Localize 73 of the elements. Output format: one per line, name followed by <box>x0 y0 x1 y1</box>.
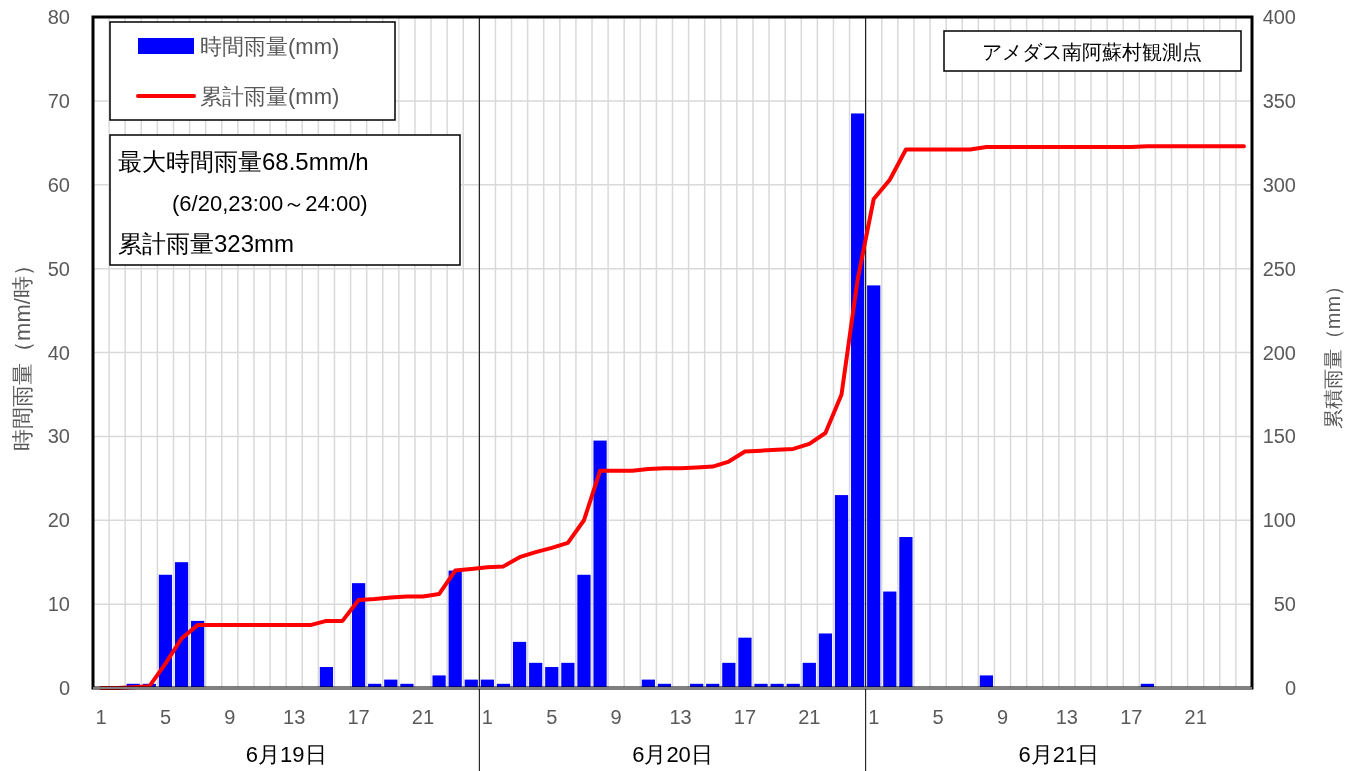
bar <box>834 495 849 688</box>
text: 6月19日 <box>245 742 327 767</box>
x-tick-label: 17 <box>347 706 370 728</box>
bar <box>722 662 736 688</box>
x-tick-label: 1 <box>868 706 880 728</box>
bar <box>158 574 173 688</box>
y-axis-title: 時間雨量（mm/時） <box>10 254 35 451</box>
x-tick-label: 17 <box>733 706 757 728</box>
x-tick-label: 21 <box>798 706 821 728</box>
annotation: 最大時間雨量68.5mm/h <box>118 148 369 175</box>
annotation: アメダス南阿蘇村観測点 <box>982 41 1202 63</box>
bar <box>738 637 752 688</box>
y2-tick-label: 100 <box>1262 509 1296 532</box>
y2-tick-label: 300 <box>1262 173 1296 196</box>
x-tick-label: 9 <box>610 706 622 728</box>
bar <box>512 641 527 688</box>
bar <box>851 113 865 688</box>
bar <box>867 285 881 688</box>
annotation: (6/20,23:00～24:00) <box>172 191 368 216</box>
y-tick-label: 70 <box>47 89 70 112</box>
y2-tick-label: 350 <box>1262 89 1296 112</box>
x-tick-label: 5 <box>932 706 944 728</box>
bar <box>191 620 205 688</box>
bar <box>593 440 607 688</box>
y2-tick-label: 400 <box>1262 6 1296 28</box>
y2-tick-label: 0 <box>1284 677 1296 699</box>
bar <box>802 662 816 688</box>
text: 6月20日 <box>632 742 713 767</box>
y-tick-label: 20 <box>47 509 70 532</box>
y2-tick-label: 150 <box>1262 425 1296 448</box>
bar <box>174 562 189 688</box>
y-tick-label: 0 <box>58 677 70 699</box>
y-tick-label: 10 <box>47 593 70 616</box>
y2-tick-label: 50 <box>1273 593 1296 616</box>
x-tick-label: 5 <box>546 706 558 728</box>
text: 6月21日 <box>1018 742 1100 767</box>
station-box: アメダス南阿蘇村観測点 <box>943 30 1242 72</box>
bar <box>883 591 897 688</box>
bar <box>545 667 559 688</box>
y2-tick-label: 250 <box>1262 257 1296 280</box>
bar <box>979 675 993 688</box>
x-tick-label: 13 <box>283 706 306 728</box>
bar <box>432 675 446 688</box>
x-tick-label: 17 <box>1120 706 1143 728</box>
bar <box>529 662 543 688</box>
y-tick-label: 40 <box>47 341 70 364</box>
legend-label: 累計雨量(mm) <box>200 84 340 109</box>
y2-tick-label: 200 <box>1262 341 1296 364</box>
bar <box>561 662 575 688</box>
note-box: 最大時間雨量68.5mm/h (6/20,23:00～24:00) 累計雨量323mm <box>109 134 461 266</box>
bar <box>352 583 366 688</box>
x-tick-label: 21 <box>1184 706 1207 728</box>
x-tick-label: 21 <box>411 706 435 728</box>
y-tick-label: 30 <box>47 425 70 448</box>
legend-label: 時間雨量(mm) <box>200 34 340 59</box>
bar <box>319 667 334 688</box>
y-tick-label: 80 <box>47 6 70 28</box>
bar <box>818 633 833 688</box>
x-tick-label: 13 <box>669 706 692 728</box>
x-tick-label: 1 <box>481 706 493 728</box>
x-tick-label: 1 <box>95 706 107 728</box>
bar <box>899 537 913 688</box>
x-tick-label: 5 <box>159 706 171 728</box>
x-tick-label: 9 <box>996 706 1009 728</box>
x-tick-label: 9 <box>224 706 236 728</box>
line-series <box>99 144 1246 690</box>
bar <box>577 574 591 688</box>
y-tick-label: 50 <box>47 257 70 280</box>
y-tick-label: 60 <box>47 173 70 196</box>
bar <box>448 570 462 688</box>
y2-axis-title: 累積雨量（mm） <box>1322 275 1344 430</box>
annotation: 累計雨量323mm <box>118 230 295 257</box>
x-tick-label: 13 <box>1055 706 1079 728</box>
